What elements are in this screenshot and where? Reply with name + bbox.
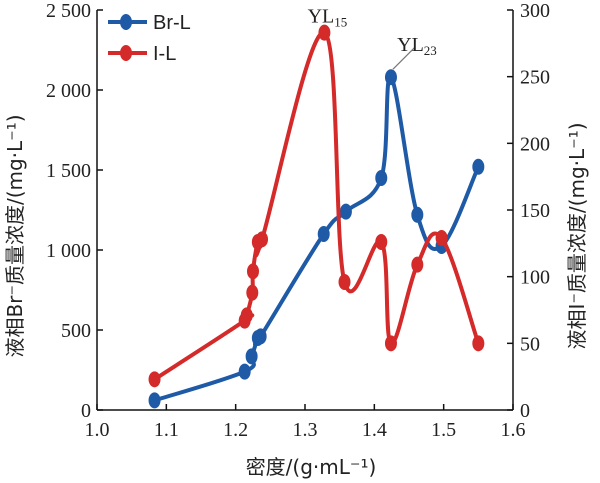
data-point-br-l [238, 363, 251, 380]
data-point-br-l [339, 203, 352, 220]
legend-item-i-l: I-L [108, 43, 176, 65]
left-y-tick-label: 1 000 [46, 240, 91, 262]
data-point-br-l [472, 158, 485, 175]
data-point-i-l [256, 231, 269, 248]
data-point-i-l [247, 263, 259, 280]
x-axis-title: 密度/(g·mL⁻¹) [246, 455, 377, 479]
x-tick-label: 1.3 [293, 419, 318, 441]
right-y-tick-label: 50 [520, 333, 540, 355]
data-point-i-l [384, 335, 397, 352]
x-tick-label: 1.6 [501, 419, 526, 441]
right-y-axis-title: 液相I⁻质量浓度/(mg·L⁻¹) [565, 122, 589, 349]
x-tick-label: 1.2 [223, 419, 248, 441]
legend-marker-i-l [120, 45, 132, 61]
data-point-br-l [384, 69, 397, 86]
data-point-br-l [254, 328, 267, 345]
right-y-axis-ticks: 0 50 100 150 200 250 300 [507, 0, 550, 422]
right-y-tick-label: 300 [520, 0, 550, 22]
left-y-tick-label: 1 500 [46, 160, 91, 182]
x-tick-label: 1.1 [154, 419, 179, 441]
legend-marker-br-l [120, 14, 132, 30]
data-point-br-l [245, 348, 258, 365]
legend-label-br-l: Br-L [153, 12, 191, 34]
left-y-tick-label: 0 [81, 400, 91, 422]
right-y-tick-label: 200 [520, 133, 550, 155]
legend-label-i-l: I-L [153, 43, 176, 65]
series-i-l [148, 24, 485, 388]
x-tick-label: 1.5 [431, 419, 456, 441]
data-point-br-l [317, 226, 330, 242]
data-point-i-l [411, 256, 424, 273]
series-br-l [148, 69, 485, 409]
legend-item-br-l: Br-L [108, 12, 191, 34]
left-y-tick-label: 2 000 [46, 80, 91, 102]
right-y-tick-label: 150 [520, 200, 550, 222]
annotation-label: YL15 [308, 6, 348, 30]
annotation-subscript: 23 [424, 43, 437, 58]
legend: Br-L I-L [108, 12, 191, 65]
data-point-i-l [240, 307, 253, 324]
data-point-br-l [411, 206, 424, 223]
data-point-i-l [435, 230, 448, 246]
right-y-tick-label: 250 [520, 67, 550, 89]
left-y-tick-label: 500 [61, 320, 91, 342]
x-axis-ticks: 1.0 1.1 1.2 1.3 1.4 1.5 1.6 [85, 404, 526, 441]
annotation-leader-line [392, 46, 416, 70]
series-line-i-l [153, 30, 481, 382]
data-point-br-l [375, 170, 388, 186]
data-point-i-l [472, 335, 485, 352]
annotation-label: YL23 [397, 34, 437, 58]
data-point-i-l [148, 371, 161, 388]
left-y-tick-label: 2 500 [46, 0, 91, 22]
x-tick-label: 1.4 [362, 419, 387, 441]
data-point-br-l [148, 392, 161, 409]
data-point-i-l [246, 284, 259, 301]
annotation-subscript: 15 [334, 15, 347, 30]
series-layer [148, 24, 485, 409]
right-y-tick-label: 100 [520, 267, 550, 289]
right-y-tick-label: 0 [520, 400, 530, 422]
data-point-i-l [318, 24, 331, 41]
left-y-axis-ticks: 0 500 1 000 1 500 2 000 2 500 [46, 0, 103, 422]
data-point-i-l [338, 274, 351, 290]
x-tick-label: 1.0 [85, 419, 110, 441]
data-point-i-l [375, 234, 388, 250]
left-y-axis-title: 液相Br⁻质量浓度/(mg·L⁻¹) [3, 114, 27, 357]
